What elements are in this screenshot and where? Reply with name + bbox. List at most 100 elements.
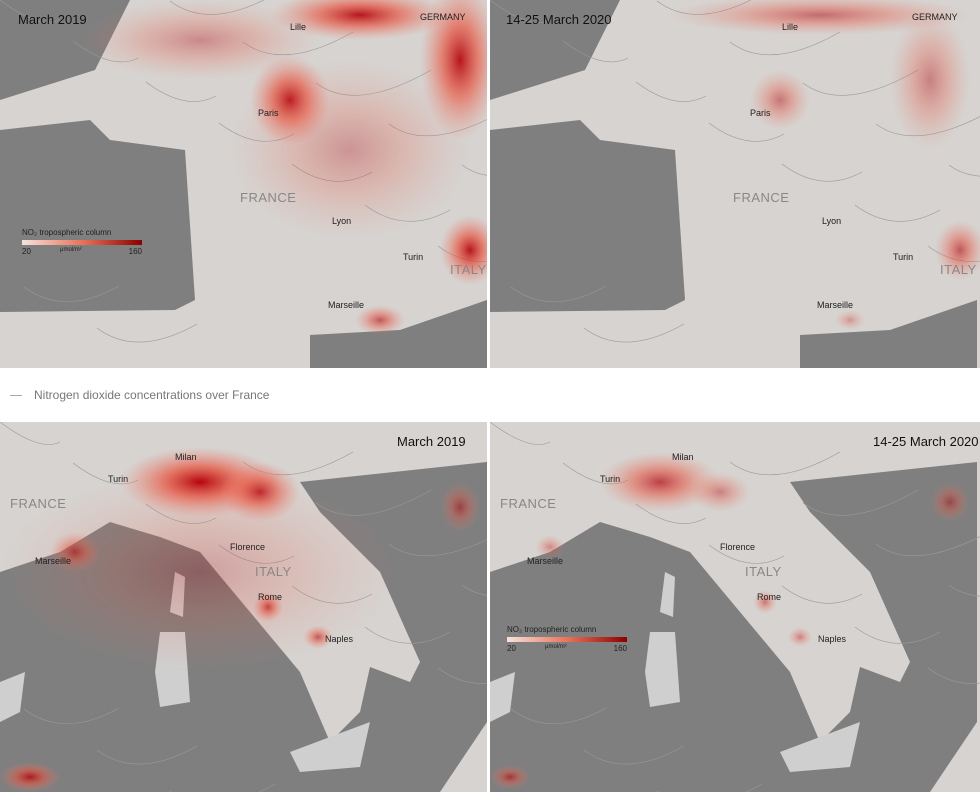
border (948, 584, 980, 597)
legend-row: 20 μmol/m² 160 (22, 247, 142, 257)
city-label: Florence (720, 542, 756, 552)
border (23, 707, 120, 724)
island (660, 572, 675, 617)
country-label: FRANCE (733, 190, 790, 205)
city-label: Turin (403, 252, 424, 262)
border (437, 667, 487, 684)
border (510, 707, 607, 724)
border (635, 81, 707, 102)
city-label: Paris (750, 108, 771, 118)
no2-hotspot (0, 472, 400, 672)
no2-hotspot (535, 535, 565, 559)
legend: NO₂ tropospheric column 20 μmol/m² 160 (507, 625, 627, 654)
legend-min: 20 (22, 247, 31, 256)
city-label: Milan (672, 452, 694, 462)
legend-max: 160 (613, 644, 627, 653)
legend-row: 20 μmol/m² 160 (507, 644, 627, 654)
border (490, 422, 551, 445)
caption: Nitrogen dioxide concentrations over Fra… (10, 388, 269, 402)
border (854, 626, 941, 644)
no2-hotspot (670, 0, 970, 35)
no2-hotspot (80, 0, 320, 80)
city-label: Rome (757, 592, 782, 602)
no2-hotspot (753, 590, 777, 614)
border (729, 451, 841, 476)
country-label: FRANCE (10, 496, 67, 511)
legend-unit: μmol/m² (60, 247, 82, 253)
map-panel: March 2019 Lille GERMANY Paris FRANCE Lyon Tur… (0, 0, 487, 368)
city-label: Lyon (332, 216, 352, 226)
island (290, 722, 370, 772)
no2-hotspot (935, 220, 980, 280)
no2-hotspot (835, 310, 865, 330)
border (802, 489, 919, 516)
city-label: Turin (893, 252, 914, 262)
panel-title: March 2019 (18, 12, 87, 27)
map-panel: 14-25 March 2020 Lille GERMANY Paris FRANCE L… (490, 0, 980, 368)
no2-hotspot (890, 10, 970, 150)
border (0, 0, 61, 23)
map (0, 0, 487, 368)
map (490, 0, 980, 368)
border (854, 204, 941, 222)
border (781, 163, 863, 182)
no2-hotspot (355, 305, 405, 335)
border (0, 422, 61, 445)
legend-title: NO₂ tropospheric column (22, 228, 112, 237)
panel-title: 14-25 March 2020 (506, 12, 612, 27)
panel-title: March 2019 (397, 434, 466, 449)
border (510, 285, 607, 302)
city-label: Turin (600, 474, 621, 484)
island (0, 672, 25, 722)
city-label: Marseille (35, 556, 72, 566)
legend-min: 20 (507, 644, 516, 653)
no2-hotspot (750, 70, 810, 130)
island (645, 632, 680, 707)
no2-hotspot (930, 482, 970, 522)
city-label: Lyon (822, 216, 842, 226)
no2-hotspot (0, 762, 60, 792)
sea (800, 300, 977, 368)
city-label: Florence (230, 542, 266, 552)
city-label: Lille (290, 22, 307, 32)
border (583, 745, 685, 765)
no2-hotspot (788, 627, 812, 647)
island (780, 722, 860, 772)
border (708, 122, 785, 142)
border (729, 31, 841, 56)
city-label: Rome (258, 592, 283, 602)
legend: NO₂ tropospheric column 20 μmol/m² 160 (22, 228, 142, 257)
legend-title: NO₂ tropospheric column (507, 625, 597, 634)
city-label: Paris (258, 108, 279, 118)
country-label: ITALY (745, 564, 782, 579)
city-label: Marseille (328, 300, 365, 310)
map-panel: 14-25 March 2020 Milan Turin FRANCE Marseill… (490, 422, 980, 792)
no2-hotspot (440, 482, 480, 532)
border (708, 544, 785, 564)
border (96, 745, 198, 765)
sea (310, 300, 487, 368)
no2-hotspot (690, 472, 750, 512)
sea (490, 120, 685, 312)
city-label: Lille (782, 22, 799, 32)
border (169, 783, 276, 792)
legend-max: 160 (128, 247, 142, 256)
no2-hotspot (230, 60, 470, 240)
country-label: FRANCE (240, 190, 297, 205)
city-label: Naples (325, 634, 354, 644)
border (23, 285, 120, 302)
border (948, 164, 980, 177)
border (490, 0, 551, 23)
no2-hotspot (490, 765, 530, 789)
border (364, 626, 451, 644)
city-label: Milan (175, 452, 197, 462)
border (875, 536, 980, 557)
border (927, 667, 980, 684)
city-label: Naples (818, 634, 847, 644)
panel-title: 14-25 March 2020 (873, 434, 979, 449)
sea (0, 120, 195, 312)
city-label: Marseille (817, 300, 854, 310)
legend-bar (22, 240, 142, 245)
border (145, 81, 217, 102)
